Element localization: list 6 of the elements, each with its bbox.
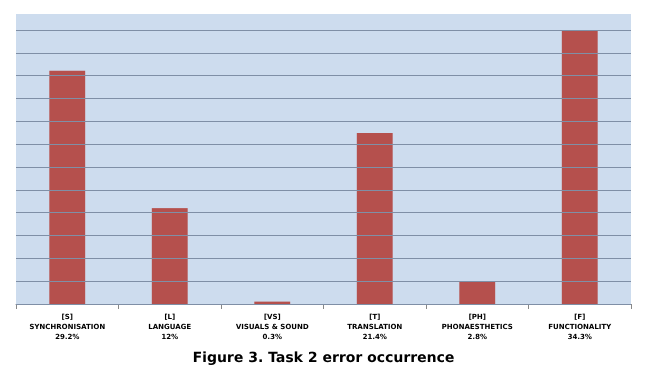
bar [562, 30, 598, 304]
bar [49, 70, 86, 304]
text: Figure 3. Task 2 error occurrence [192, 350, 454, 366]
bar [459, 282, 496, 304]
bar [152, 208, 188, 304]
bar [356, 133, 393, 304]
